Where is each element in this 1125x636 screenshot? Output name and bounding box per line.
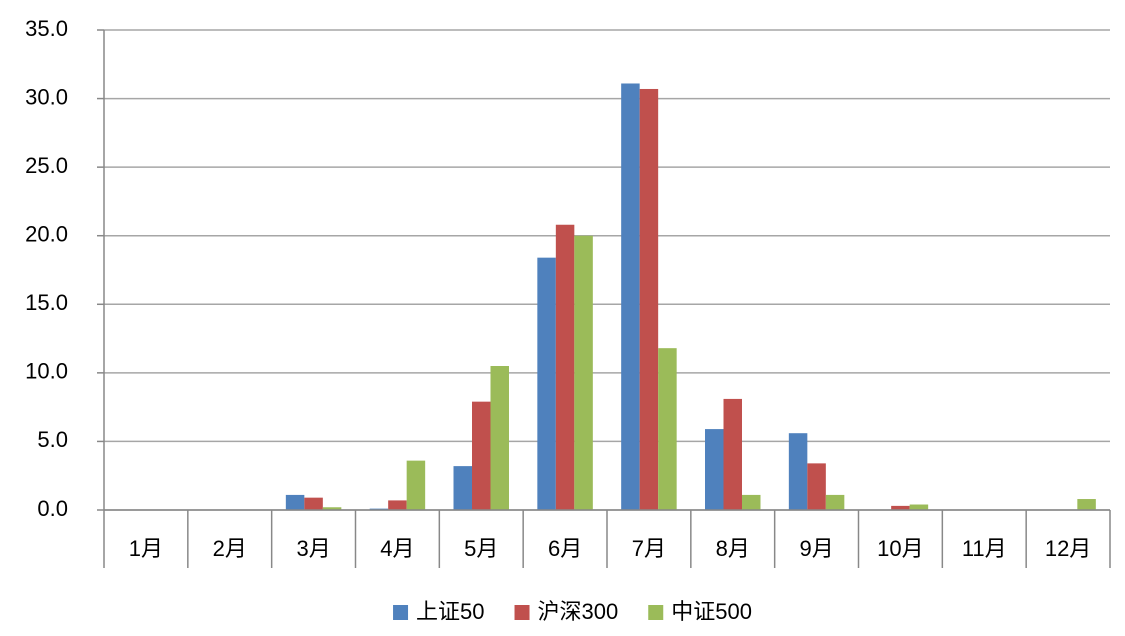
- x-tick-label: 8月: [716, 536, 750, 561]
- bar: [788, 433, 808, 510]
- bar: [705, 429, 724, 510]
- x-tick-label: 11月: [962, 536, 1007, 561]
- x-tick-label: 10月: [877, 536, 923, 561]
- bar: [322, 507, 342, 510]
- bar: [304, 497, 323, 510]
- bar: [891, 505, 910, 510]
- x-tick-label: 6月: [548, 536, 582, 561]
- bar: [555, 224, 575, 510]
- bar: [574, 235, 593, 510]
- bar: [825, 494, 845, 510]
- x-tick-label: 7月: [632, 536, 666, 561]
- bar: [472, 401, 491, 510]
- bar: [537, 257, 556, 510]
- legend-swatch: [648, 605, 664, 620]
- bar: [285, 494, 305, 510]
- bar: [807, 463, 826, 510]
- bar: [909, 504, 929, 510]
- bar: [406, 460, 426, 510]
- x-tick-label: 9月: [799, 536, 833, 561]
- legend-swatch: [514, 605, 530, 620]
- x-tick-label: 1月: [129, 536, 163, 561]
- bar: [723, 398, 742, 510]
- y-tick-label: 30.0: [25, 84, 68, 109]
- x-tick-label: 4月: [380, 536, 414, 561]
- y-tick-label: 5.0: [37, 427, 68, 452]
- bar: [453, 466, 472, 510]
- legend-label: 中证500: [671, 599, 752, 624]
- y-tick-label: 10.0: [25, 359, 68, 384]
- legend-swatch: [393, 605, 409, 620]
- bar: [388, 500, 407, 510]
- bar: [742, 494, 761, 510]
- x-tick-label: 3月: [296, 536, 330, 561]
- y-tick-label: 35.0: [25, 16, 68, 41]
- y-tick-label: 15.0: [25, 290, 68, 315]
- y-tick-label: 25.0: [25, 153, 68, 178]
- bar: [490, 366, 509, 510]
- y-tick-label: 0.0: [37, 496, 68, 521]
- legend-label: 上证50: [416, 599, 484, 624]
- x-tick-label: 2月: [213, 536, 247, 561]
- bar: [639, 88, 659, 510]
- bar: [1077, 499, 1096, 510]
- bar: [621, 83, 640, 510]
- y-tick-label: 20.0: [25, 222, 68, 247]
- x-tick-label: 5月: [464, 536, 498, 561]
- bar: [658, 348, 677, 510]
- x-tick-label: 12月: [1045, 536, 1091, 561]
- legend-label: 沪深300: [538, 599, 619, 624]
